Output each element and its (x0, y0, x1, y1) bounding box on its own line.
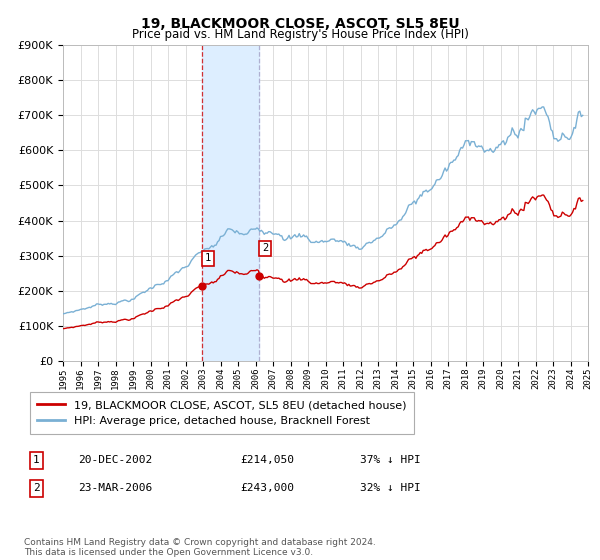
Text: 1: 1 (205, 253, 211, 263)
Text: £214,050: £214,050 (240, 455, 294, 465)
Text: 1: 1 (33, 455, 40, 465)
Text: 37% ↓ HPI: 37% ↓ HPI (360, 455, 421, 465)
Text: 20-DEC-2002: 20-DEC-2002 (78, 455, 152, 465)
Text: 19, BLACKMOOR CLOSE, ASCOT, SL5 8EU: 19, BLACKMOOR CLOSE, ASCOT, SL5 8EU (140, 17, 460, 31)
Text: Price paid vs. HM Land Registry's House Price Index (HPI): Price paid vs. HM Land Registry's House … (131, 28, 469, 41)
Bar (202, 45, 259, 361)
Text: 32% ↓ HPI: 32% ↓ HPI (360, 483, 421, 493)
Text: £243,000: £243,000 (240, 483, 294, 493)
Text: 2: 2 (33, 483, 40, 493)
Legend: 19, BLACKMOOR CLOSE, ASCOT, SL5 8EU (detached house), HPI: Average price, detach: 19, BLACKMOOR CLOSE, ASCOT, SL5 8EU (det… (29, 393, 414, 433)
Text: 2: 2 (262, 243, 268, 253)
Text: Contains HM Land Registry data © Crown copyright and database right 2024.
This d: Contains HM Land Registry data © Crown c… (24, 538, 376, 557)
Text: 23-MAR-2006: 23-MAR-2006 (78, 483, 152, 493)
